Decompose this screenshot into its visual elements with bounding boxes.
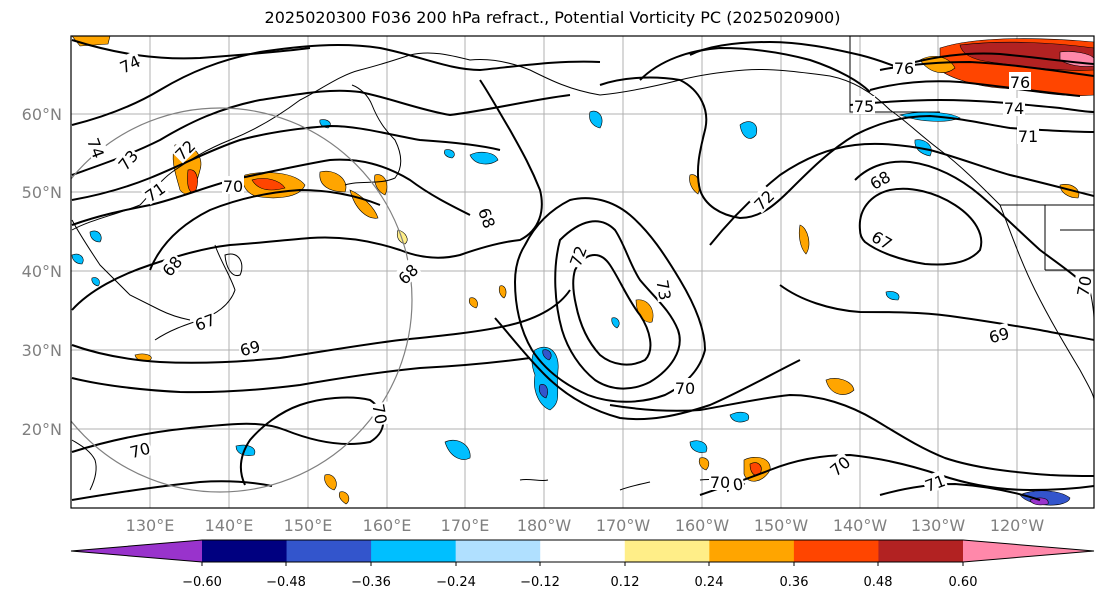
contour-label: 70 [675, 379, 695, 398]
colorbar-segment [709, 540, 795, 562]
contour-label-bg [84, 134, 110, 162]
map-title: 2025020300 F036 200 hPa refract., Potent… [264, 8, 841, 27]
contour-label-bg [749, 185, 778, 214]
contour-label-bg [222, 176, 244, 194]
colorbar-segment [286, 540, 372, 562]
colorbar-tick-label: 0.36 [780, 575, 809, 590]
lon-label: 170°W [596, 516, 651, 535]
lat-label: 30°N [22, 341, 62, 360]
map-frame [70, 35, 1095, 509]
contour-label: 71 [1018, 127, 1038, 146]
contour-label: 76 [894, 59, 914, 78]
contour-label: 69 [238, 337, 263, 361]
colorbar-tick-label: −0.12 [520, 575, 560, 590]
contour-label-bg [1009, 72, 1031, 90]
longitude-labels: 130°E 140°E 150°E 160°E 170°E 180°W 170°… [126, 516, 1045, 535]
colorbar-segment [371, 540, 457, 562]
lon-label: 170°E [441, 516, 490, 535]
contour-label: 76 [1010, 73, 1030, 92]
contour-label-bg [475, 204, 501, 232]
lon-label: 140°E [205, 516, 254, 535]
contour-label: 70 [368, 402, 390, 425]
contour-label: 70 [223, 177, 243, 196]
contour-label-bg [865, 165, 894, 193]
colorbar-tick-label: −0.24 [436, 575, 476, 590]
contour-label: 73 [652, 278, 674, 301]
contour-label-bg [985, 322, 1012, 346]
contour-label-bg [1017, 126, 1039, 144]
colorbar-segment [793, 540, 879, 562]
colorbar-tick-label: 0.48 [864, 575, 893, 590]
lat-label: 60°N [22, 105, 62, 124]
colorbar-tick-label: −0.48 [266, 575, 306, 590]
colorbar-tick-label: 0.12 [611, 575, 640, 590]
map-area [71, 36, 1094, 508]
contour-label-bg [921, 469, 949, 495]
lon-label: 120°W [990, 516, 1045, 535]
colorbar-tick-label: −0.36 [351, 575, 391, 590]
contour-label-bg [825, 451, 854, 480]
contour-label-bg [1003, 98, 1025, 116]
lon-label: 130°E [126, 516, 175, 535]
contour-label: 70 [710, 473, 730, 492]
colorbar: −0.60 −0.48 −0.36 −0.24 −0.12 0.12 0.24 0.36 0.4… [70, 539, 1095, 590]
contour-label-bg [674, 378, 696, 396]
lon-label: 140°W [833, 516, 888, 535]
colorbar-extend-high [963, 540, 1094, 562]
contour-label-bg [115, 50, 144, 76]
colorbar-segment [540, 540, 626, 562]
colorbar-segment [202, 540, 288, 562]
lon-label: 180°W [517, 516, 572, 535]
contour-label-bg [654, 277, 676, 303]
colorbar-tick-label: −0.60 [182, 575, 222, 590]
contour-label: 74 [1004, 99, 1024, 118]
lat-label: 20°N [22, 420, 62, 439]
colorbar-tick-label: 0.24 [695, 575, 724, 590]
lon-label: 150°W [754, 516, 809, 535]
contour-label: 70 [128, 439, 153, 463]
contour-label-bg [868, 225, 897, 253]
lat-label: 40°N [22, 262, 62, 281]
contour-label-bg [393, 259, 422, 288]
contour-label-bg [170, 135, 199, 164]
contour-label-bg [157, 251, 186, 280]
contour-label-bg [564, 242, 590, 270]
contour-label-bg [709, 472, 731, 490]
latitude-labels: 60°N 50°N 40°N 30°N 20°N [22, 105, 62, 439]
contour-label: 75 [854, 97, 874, 116]
contour-label-bg [113, 145, 142, 174]
contour-label-bg [1072, 273, 1094, 299]
contour-label-bg [126, 437, 153, 461]
colorbar-extend-low [71, 540, 202, 562]
contour-label-bg [370, 401, 392, 427]
contour-label-bg [140, 177, 169, 205]
graticule [71, 36, 1094, 508]
colorbar-segment [455, 540, 541, 562]
lon-label: 160°W [675, 516, 730, 535]
lon-label: 150°E [284, 516, 333, 535]
colorbar-segment [624, 540, 710, 562]
colorbar-segment [878, 540, 964, 562]
contour-label-bg [893, 58, 915, 76]
contour-label: 69 [987, 324, 1012, 348]
lon-label: 160°E [363, 516, 412, 535]
colorbar-tick-label: 0.60 [949, 575, 978, 590]
contour-label-bg [853, 96, 875, 114]
contour-label-bg [191, 308, 219, 334]
contour-label: 70 [1073, 274, 1095, 297]
lon-label: 130°W [911, 516, 966, 535]
reference-circle [71, 107, 413, 493]
lat-label: 50°N [22, 183, 62, 202]
contour-label-bg [236, 335, 263, 359]
